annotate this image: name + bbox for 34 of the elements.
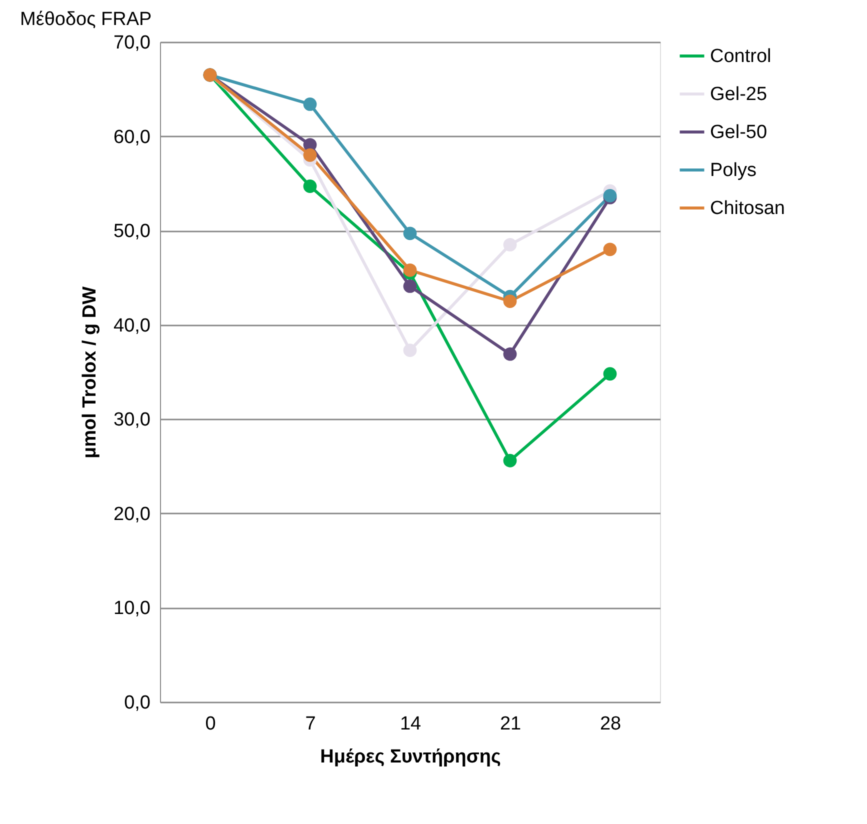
- y-tick-label: 70,0: [114, 32, 150, 54]
- legend-label: Gel-25: [710, 84, 768, 105]
- y-tick-label: 50,0: [114, 221, 150, 242]
- point: [303, 98, 317, 111]
- y-axis-title: μmol Trolox / g DW: [80, 286, 101, 459]
- point: [503, 454, 517, 468]
- x-tick-label: 0: [205, 714, 216, 734]
- point: [403, 280, 417, 293]
- y-tick-label: 20,0: [114, 504, 150, 525]
- y-tick-label: 30,0: [114, 410, 150, 431]
- point: [603, 367, 617, 381]
- x-axis-title: Ημέρες Συντήρησης: [320, 746, 502, 768]
- x-tick-label: 21: [500, 714, 522, 734]
- x-tick-label: 14: [400, 714, 422, 734]
- x-tick-label: 28: [600, 714, 622, 734]
- point: [403, 226, 417, 240]
- x-tick-label: 7: [305, 714, 316, 734]
- chart-title: Μέθοδος FRAP: [20, 9, 152, 30]
- y-tick-label: 0,0: [124, 692, 150, 714]
- legend-label: Polys: [710, 160, 756, 181]
- y-tick-label: 10,0: [114, 598, 150, 620]
- point: [303, 180, 317, 193]
- point: [403, 344, 417, 358]
- point: [303, 148, 317, 162]
- legend-label: Gel-50: [710, 122, 768, 143]
- point: [603, 242, 617, 256]
- legend-label: Chitosan: [710, 198, 785, 219]
- point: [503, 238, 517, 252]
- legend-label: Control: [710, 46, 772, 67]
- point: [503, 347, 517, 361]
- y-tick-label: 60,0: [114, 126, 150, 148]
- point: [403, 263, 417, 277]
- point: [503, 294, 517, 308]
- y-tick-label: 40,0: [114, 315, 150, 336]
